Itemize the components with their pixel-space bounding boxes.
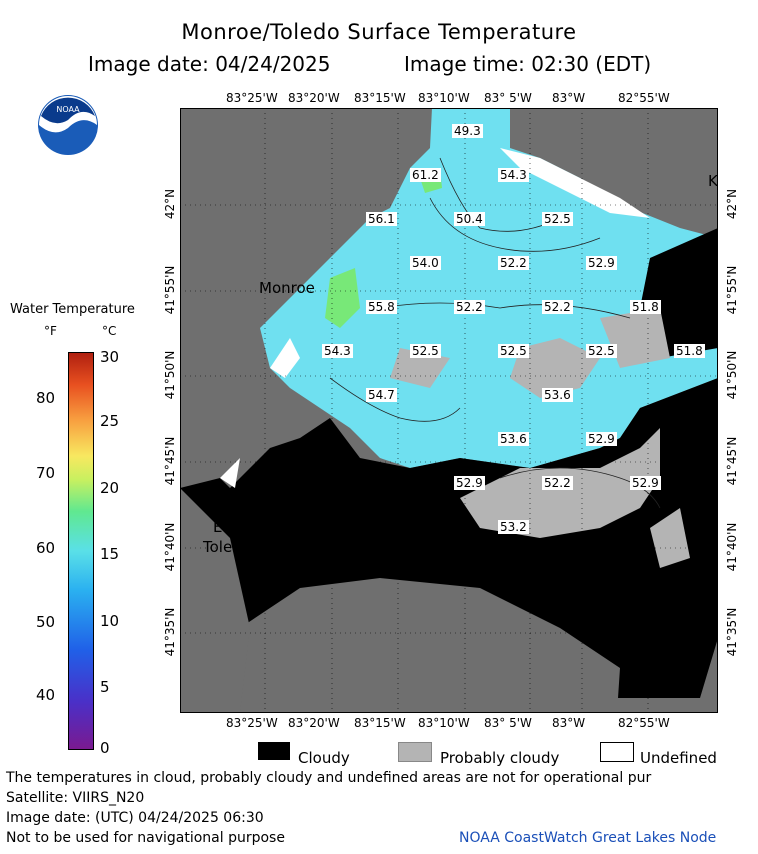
noaa-logo: NOAA (37, 94, 99, 156)
temp-label: 50.4 (454, 212, 485, 226)
temp-label: 49.3 (452, 124, 483, 138)
axis-right-lat: 42°N (725, 188, 739, 220)
colorbar-title: Water Temperature (10, 302, 135, 317)
temp-label: 52.2 (454, 300, 485, 314)
colorbar-c-tick: 15 (100, 545, 120, 563)
axis-bottom-lon: 83° 5'W (484, 716, 532, 730)
map-title: Monroe/Toledo Surface Temperature (181, 20, 577, 44)
axis-top-lon: 83° 5'W (484, 91, 532, 105)
image-time: Image time: 02:30 (EDT) (404, 52, 652, 76)
legend-cloudy-label: Cloudy (298, 749, 350, 767)
temp-label: 51.8 (674, 344, 705, 358)
sst-map (180, 108, 718, 713)
footer-satellite: Satellite: VIIRS_N20 (6, 790, 145, 806)
colorbar-f-tick: 40 (36, 686, 56, 704)
axis-left-lat: 41°50'N (163, 350, 177, 400)
temp-label: 53.6 (542, 388, 573, 402)
temp-label: 54.0 (410, 256, 441, 270)
unit-f: °F (44, 324, 57, 338)
axis-top-lon: 83°25'W (226, 91, 278, 105)
axis-left-lat: 41°35'N (163, 607, 177, 657)
image-date: Image date: 04/24/2025 (88, 52, 331, 76)
temp-label: 52.9 (586, 432, 617, 446)
temp-label: 54.3 (498, 168, 529, 182)
temp-label: 52.9 (454, 476, 485, 490)
temp-label: 54.7 (366, 388, 397, 402)
axis-bottom-lon: 82°55'W (618, 716, 670, 730)
map-panel (180, 108, 718, 713)
temp-label: 52.2 (542, 476, 573, 490)
axis-top-lon: 83°15'W (354, 91, 406, 105)
temp-label: 53.6 (498, 432, 529, 446)
temp-label: 52.2 (542, 300, 573, 314)
place-east-toledo-2: Toledo (203, 538, 251, 556)
colorbar-f-tick: 80 (36, 389, 56, 407)
axis-bottom-lon: 83°25'W (226, 716, 278, 730)
temp-label: 52.5 (542, 212, 573, 226)
footer-credit: NOAA CoastWatch Great Lakes Node (459, 830, 717, 846)
colorbar-c-tick: 10 (100, 612, 120, 630)
axis-top-lon: 82°55'W (618, 91, 670, 105)
axis-left-lat: 41°45'N (163, 436, 177, 486)
axis-top-lon: 83°20'W (288, 91, 340, 105)
legend-undefined-swatch (600, 742, 634, 762)
temp-label: 52.5 (498, 344, 529, 358)
axis-bottom-lon: 83°20'W (288, 716, 340, 730)
legend-probably-cloudy-label: Probably cloudy (440, 749, 560, 767)
footer-image-date: Image date: (UTC) 04/24/2025 06:30 (6, 810, 264, 826)
axis-right-lat: 41°50'N (725, 350, 739, 400)
legend-probably-cloudy-swatch (398, 742, 432, 762)
colorbar (68, 352, 94, 750)
footer-nav-warning: Not to be used for navigational purpose (6, 830, 285, 846)
temp-label: 52.5 (410, 344, 441, 358)
legend-cloudy-swatch (258, 742, 290, 760)
axis-top-lon: 83°W (552, 91, 586, 105)
axis-right-lat: 41°55'N (725, 265, 739, 315)
temp-label: 52.2 (498, 256, 529, 270)
colorbar-f-tick: 50 (36, 613, 56, 631)
colorbar-c-tick: 25 (100, 412, 120, 430)
colorbar-c-tick: 20 (100, 479, 120, 497)
axis-left-lat: 41°55'N (163, 265, 177, 315)
axis-right-lat: 41°45'N (725, 436, 739, 486)
colorbar-c-tick: 30 (100, 348, 120, 366)
unit-c: °C (102, 324, 117, 338)
axis-left-lat: 41°40'N (163, 522, 177, 572)
temp-label: 52.9 (630, 476, 661, 490)
axis-bottom-lon: 83°10'W (418, 716, 470, 730)
temp-label: 53.2 (498, 520, 529, 534)
axis-top-lon: 83°10'W (418, 91, 470, 105)
legend-undefined-label: Undefined (640, 749, 717, 767)
footer-disclaimer: The temperatures in cloud, probably clou… (6, 770, 652, 786)
axis-bottom-lon: 83°W (552, 716, 586, 730)
axis-right-lat: 41°35'N (725, 607, 739, 657)
axis-right-lat: 41°40'N (725, 522, 739, 572)
temp-label: 54.3 (322, 344, 353, 358)
temp-label: 56.1 (366, 212, 397, 226)
temp-label: 51.8 (630, 300, 661, 314)
temp-label: 55.8 (366, 300, 397, 314)
axis-left-lat: 42°N (163, 188, 177, 220)
axis-bottom-lon: 83°15'W (354, 716, 406, 730)
colorbar-c-tick: 5 (100, 678, 110, 696)
colorbar-c-tick: 0 (100, 739, 110, 757)
temp-label: 52.9 (586, 256, 617, 270)
place-east-toledo-1: East (213, 518, 246, 536)
place-k: K (708, 172, 718, 190)
temp-label: 61.2 (410, 168, 441, 182)
colorbar-f-tick: 60 (36, 539, 56, 557)
place-monroe: Monroe (259, 279, 315, 297)
colorbar-f-tick: 70 (36, 464, 56, 482)
svg-text:NOAA: NOAA (56, 105, 80, 114)
temp-label: 52.5 (586, 344, 617, 358)
